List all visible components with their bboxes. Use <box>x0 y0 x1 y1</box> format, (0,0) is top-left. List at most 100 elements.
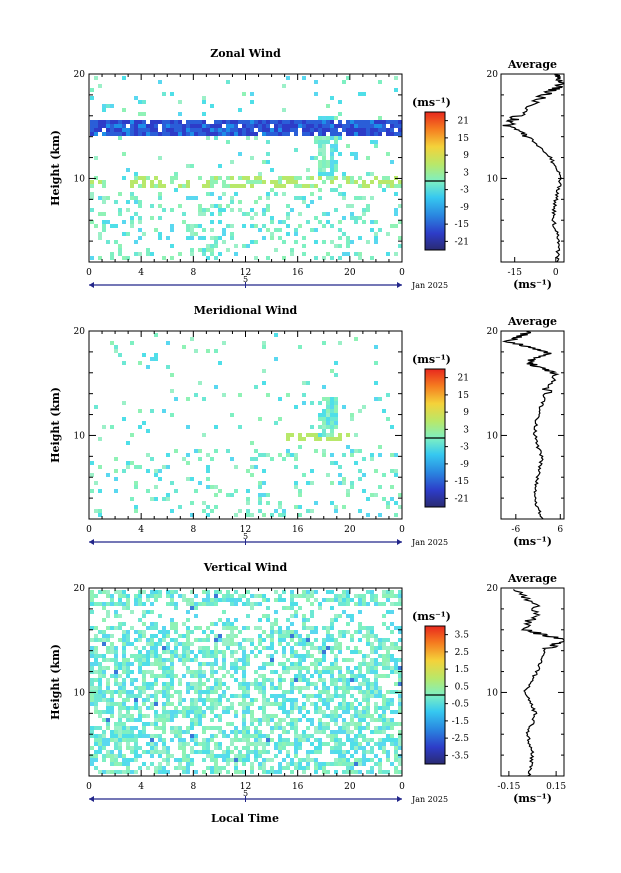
heatmap-cell <box>322 172 326 176</box>
heatmap-cell <box>298 690 302 694</box>
heatmap-cell <box>366 634 370 638</box>
colorbar-tick-label: 3.5 <box>455 631 470 641</box>
heatmap-cell <box>258 750 262 754</box>
heatmap-cell <box>398 770 402 774</box>
heatmap-cell <box>130 662 134 666</box>
heatmap-cell <box>246 120 250 124</box>
heatmap-cell <box>370 662 374 666</box>
heatmap-cell <box>94 670 98 674</box>
heatmap-cell <box>366 513 370 517</box>
heatmap-cell <box>310 128 314 132</box>
heatmap-cell <box>90 698 94 702</box>
heatmap-cell <box>230 738 234 742</box>
heatmap-cell <box>326 742 330 746</box>
heatmap-cell <box>114 124 118 128</box>
heatmap-cell <box>274 722 278 726</box>
heatmap-cell <box>350 634 354 638</box>
average-profile-line <box>502 74 565 263</box>
heatmap-cell <box>358 758 362 762</box>
heatmap-cell <box>358 686 362 690</box>
heatmap-cell <box>378 694 382 698</box>
heatmap-cell <box>214 598 218 602</box>
heatmap-cell <box>326 417 330 421</box>
heatmap-cell <box>330 734 334 738</box>
heatmap-cell <box>146 124 150 128</box>
heatmap-cell <box>330 128 334 132</box>
heatmap-cell <box>326 397 330 401</box>
heatmap-cell <box>102 694 106 698</box>
heatmap-cell <box>130 738 134 742</box>
heatmap-cell <box>126 642 130 646</box>
heatmap-cell <box>154 678 158 682</box>
heatmap-cell <box>190 224 194 228</box>
heatmap-cell <box>302 236 306 240</box>
heatmap-cell <box>134 602 138 606</box>
heatmap-cell <box>202 742 206 746</box>
colorbar-tick-label: -9 <box>460 203 469 213</box>
heatmap-cell <box>366 702 370 706</box>
heatmap-cell <box>166 682 170 686</box>
heatmap-cell <box>374 742 378 746</box>
heatmap-cell <box>226 722 230 726</box>
heatmap-cell <box>134 770 138 774</box>
heatmap-cell <box>250 184 254 188</box>
heatmap-cell <box>322 682 326 686</box>
heatmap-cell <box>142 658 146 662</box>
heatmap-cell <box>222 622 226 626</box>
heatmap-cell <box>126 638 130 642</box>
heatmap-cell <box>206 192 210 196</box>
heatmap-cell <box>330 172 334 176</box>
heatmap-cell <box>138 694 142 698</box>
heatmap-cell <box>254 212 258 216</box>
heatmap-cell <box>290 650 294 654</box>
heatmap-cell <box>170 124 174 128</box>
heatmap-cell <box>242 662 246 666</box>
heatmap-cell <box>274 622 278 626</box>
heatmap-cell <box>110 341 114 345</box>
heatmap-cell <box>202 509 206 513</box>
heatmap-cell <box>230 674 234 678</box>
heatmap-cell <box>230 232 234 236</box>
heatmap-cell <box>398 698 402 702</box>
heatmap-cell <box>274 686 278 690</box>
heatmap-cell <box>90 746 94 750</box>
heatmap-cell <box>330 120 334 124</box>
heatmap-cell <box>150 742 154 746</box>
heatmap-cell <box>222 132 226 136</box>
heatmap-cell <box>306 598 310 602</box>
heatmap-cell <box>358 702 362 706</box>
heatmap-cell <box>290 634 294 638</box>
heatmap-cell <box>294 453 298 457</box>
heatmap-cell <box>130 770 134 774</box>
colorbar-tick-label: -15 <box>455 220 470 230</box>
heatmap-cell <box>262 762 266 766</box>
heatmap-cell <box>334 405 338 409</box>
heatmap-cell <box>114 722 118 726</box>
heatmap-cell <box>170 120 174 124</box>
heatmap-cell <box>258 120 262 124</box>
heatmap-cell <box>234 658 238 662</box>
heatmap-cell <box>106 690 110 694</box>
heatmap-cell <box>146 750 150 754</box>
heatmap-cell <box>110 734 114 738</box>
heatmap-cell <box>134 758 138 762</box>
heatmap-cell <box>378 766 382 770</box>
heatmap-cell <box>334 770 338 774</box>
heatmap-cell <box>366 132 370 136</box>
heatmap-cell <box>210 248 214 252</box>
heatmap-cell <box>278 642 282 646</box>
heatmap-cell <box>358 128 362 132</box>
heatmap-cell <box>214 449 218 453</box>
heatmap-cell <box>158 469 162 473</box>
heatmap-cell <box>282 513 286 517</box>
heatmap-cell <box>190 738 194 742</box>
heatmap-cell <box>338 465 342 469</box>
heatmap-cell <box>210 212 214 216</box>
heatmap-cell <box>238 630 242 634</box>
heatmap-cell <box>326 140 330 144</box>
heatmap-cell <box>90 626 94 630</box>
heatmap-cell <box>166 746 170 750</box>
heatmap-cell <box>222 734 226 738</box>
plot-frame <box>88 73 403 263</box>
heatmap-cell <box>278 766 282 770</box>
